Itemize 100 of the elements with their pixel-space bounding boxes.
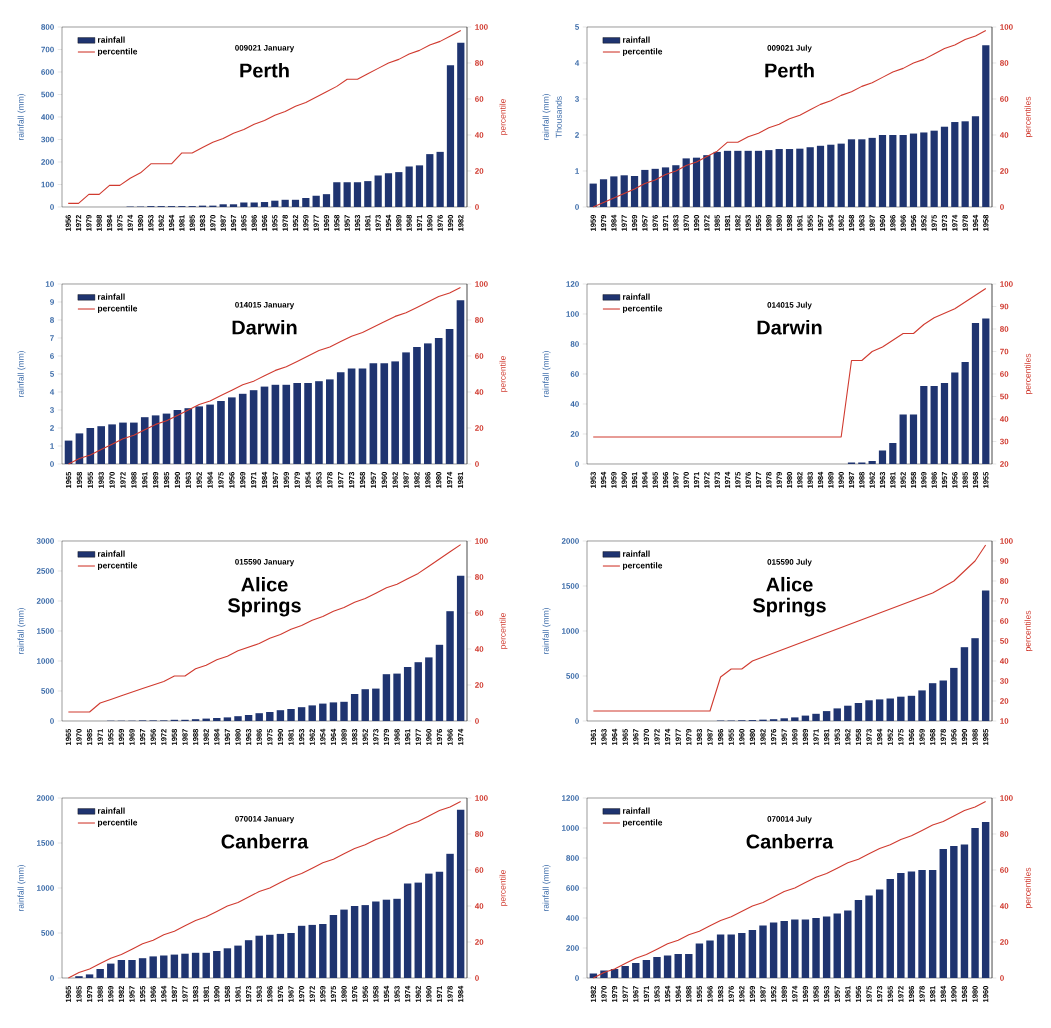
bar (255, 935, 263, 978)
bar (765, 150, 773, 207)
bar (271, 200, 279, 207)
bar (382, 899, 391, 978)
y-axis-title: rainfall (mm) (542, 351, 551, 397)
bar (415, 165, 424, 207)
text: Alice Springs (227, 576, 301, 617)
bar (219, 204, 227, 207)
legend-label: percentile (98, 562, 138, 571)
legend-label: percentile (623, 819, 663, 828)
bar (402, 352, 410, 464)
bar (897, 873, 905, 978)
bar (308, 924, 316, 978)
y-axis-title: rainfall (mm) (542, 608, 551, 654)
bar (326, 379, 334, 464)
bar (281, 199, 289, 207)
bar (703, 155, 711, 207)
bar (785, 149, 794, 207)
legend-label: rainfall (98, 807, 125, 814)
bar (854, 900, 863, 978)
bar (255, 713, 263, 721)
bar (653, 957, 661, 978)
bar (630, 176, 639, 207)
legend-label: rainfall (98, 293, 125, 300)
bar (875, 699, 884, 721)
bar (384, 173, 393, 207)
bar (347, 368, 356, 464)
bar (372, 688, 380, 721)
bar (234, 716, 242, 721)
bar (822, 711, 831, 721)
bar (457, 42, 465, 207)
bar (151, 415, 160, 464)
bar (369, 363, 378, 464)
bar (875, 889, 884, 978)
bar (780, 718, 788, 721)
bar (971, 638, 979, 721)
bar (940, 126, 949, 207)
bar (304, 382, 312, 464)
text: Perth (240, 62, 289, 78)
bar (266, 712, 274, 721)
bar (413, 346, 421, 464)
bar (393, 673, 401, 721)
bar (276, 710, 285, 721)
bar (446, 65, 455, 207)
bar (791, 919, 799, 978)
y2-axis-title: percentiles (1024, 353, 1033, 394)
y-axis-title: rainfall (mm) (542, 94, 551, 140)
bar (456, 809, 465, 978)
bar (266, 934, 274, 978)
bar (424, 343, 432, 464)
bar (940, 382, 949, 464)
y2-axis-title: percentile (499, 99, 508, 135)
bar (434, 337, 443, 464)
bar (837, 143, 845, 207)
bar (889, 442, 897, 464)
bar (928, 870, 937, 978)
text: Canberra (746, 833, 834, 849)
bar (358, 368, 367, 464)
bar (672, 165, 680, 207)
bar (291, 199, 300, 207)
bar (426, 154, 434, 207)
bar (287, 933, 295, 978)
bar (909, 414, 918, 464)
bar (641, 169, 649, 207)
bar (138, 958, 147, 978)
bar (213, 718, 221, 721)
text: Canberra (221, 833, 309, 849)
bar (907, 695, 916, 721)
y2-axis-title: percentile (499, 356, 508, 392)
bar (302, 197, 310, 207)
bar (223, 717, 232, 721)
bar (403, 667, 412, 721)
y-axis-title: rainfall (mm) (17, 351, 26, 397)
bar (456, 575, 465, 721)
bar (610, 176, 618, 207)
bar (315, 381, 323, 464)
bar (184, 408, 193, 464)
bar (775, 149, 783, 207)
bar (780, 921, 788, 978)
bar (206, 404, 214, 464)
bar (244, 715, 253, 721)
bar (287, 709, 295, 721)
bar (340, 909, 348, 978)
bar (435, 644, 444, 721)
bar (361, 905, 369, 978)
bar (854, 703, 863, 721)
bar (734, 150, 742, 207)
bar (723, 150, 732, 207)
bar (727, 934, 735, 978)
bar (812, 918, 820, 978)
bar (868, 460, 876, 464)
bar (960, 647, 969, 721)
bar (293, 382, 301, 464)
bar (878, 134, 887, 207)
text: Darwin (757, 319, 822, 335)
bar (393, 898, 401, 978)
bar (642, 960, 651, 978)
bar (865, 700, 873, 721)
legend-label: rainfall (623, 293, 650, 300)
bar (217, 400, 225, 464)
